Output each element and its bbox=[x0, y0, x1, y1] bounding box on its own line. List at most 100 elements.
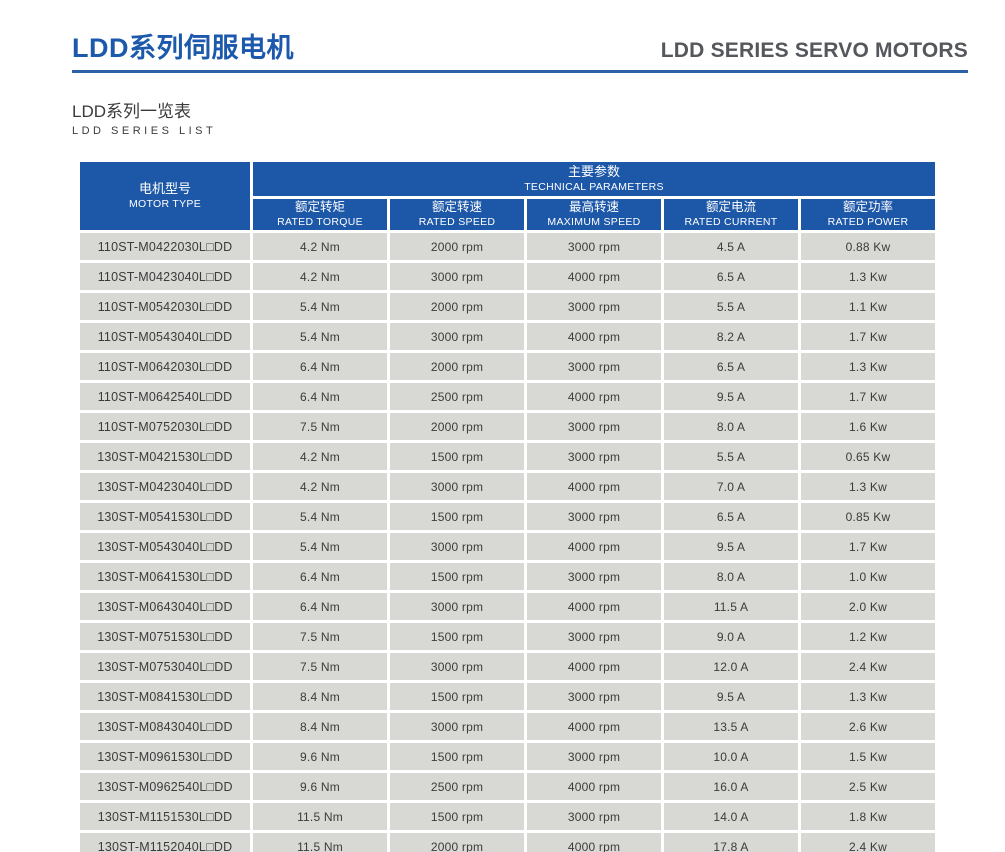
header-parameters-group: 主要参数 TECHNICAL PARAMETERS 额定转矩 RATED TOR… bbox=[253, 162, 935, 230]
table-row: 130ST-M0751530L□DD 7.5 Nm 1500 rpm 3000 rpm… bbox=[80, 623, 935, 650]
page-header: LDD系列伺服电机 LDD SERIES SERVO MOTORS bbox=[72, 26, 968, 73]
cell-rated-current: 11.5 A bbox=[664, 593, 798, 620]
cell-rated-torque: 4.2 Nm bbox=[253, 473, 387, 500]
cell-rated-torque: 8.4 Nm bbox=[253, 683, 387, 710]
cell-rated-speed: 1500 rpm bbox=[390, 503, 524, 530]
cell-rated-speed: 1500 rpm bbox=[390, 803, 524, 830]
page-title-cn: LDD系列伺服电机 bbox=[72, 33, 294, 63]
header-rated-torque-en: RATED TORQUE bbox=[277, 215, 363, 228]
cell-rated-power: 0.65 Kw bbox=[801, 443, 935, 470]
cell-rated-speed: 3000 rpm bbox=[390, 263, 524, 290]
header-rated-speed: 额定转速 RATED SPEED bbox=[390, 199, 524, 230]
cell-rated-power: 2.6 Kw bbox=[801, 713, 935, 740]
cell-rated-current: 8.0 A bbox=[664, 413, 798, 440]
table-row: 130ST-M1152040L□DD 11.5 Nm 2000 rpm 4000 rp… bbox=[80, 833, 935, 852]
header-rated-power-en: RATED POWER bbox=[827, 215, 909, 228]
table-body: 110ST-M0422030L□DD 4.2 Nm 2000 rpm 3000 rpm… bbox=[80, 233, 935, 852]
cell-rated-current: 6.5 A bbox=[664, 353, 798, 380]
cell-rated-current: 12.0 A bbox=[664, 653, 798, 680]
cell-maximum-speed: 3000 rpm bbox=[527, 413, 661, 440]
header-rated-torque: 额定转矩 RATED TORQUE bbox=[253, 199, 387, 230]
cell-rated-torque: 11.5 Nm bbox=[253, 803, 387, 830]
table-row: 110ST-M0642540L□DD 6.4 Nm 2500 rpm 4000 rpm… bbox=[80, 383, 935, 410]
cell-rated-speed: 1500 rpm bbox=[390, 743, 524, 770]
header-technical-parameters-en: TECHNICAL PARAMETERS bbox=[524, 180, 664, 193]
header-rated-power-cn: 额定功率 bbox=[842, 200, 893, 215]
cell-rated-torque: 6.4 Nm bbox=[253, 593, 387, 620]
cell-rated-power: 2.4 Kw bbox=[801, 833, 935, 852]
cell-rated-torque: 4.2 Nm bbox=[253, 443, 387, 470]
cell-rated-current: 17.8 A bbox=[664, 833, 798, 852]
cell-rated-current: 9.5 A bbox=[664, 383, 798, 410]
header-motor-type: 电机型号 MOTOR TYPE bbox=[80, 162, 250, 230]
table-header: 电机型号 MOTOR TYPE 主要参数 TECHNICAL PARAMETER… bbox=[80, 162, 935, 230]
table-row: 130ST-M0421530L□DD 4.2 Nm 1500 rpm 3000 rpm… bbox=[80, 443, 935, 470]
table-row: 130ST-M0541530L□DD 5.4 Nm 1500 rpm 3000 rpm… bbox=[80, 503, 935, 530]
cell-motor-type: 130ST-M0423040L□DD bbox=[80, 473, 250, 500]
page-title-en: LDD SERIES SERVO MOTORS bbox=[660, 39, 968, 62]
cell-rated-speed: 2000 rpm bbox=[390, 293, 524, 320]
cell-maximum-speed: 3000 rpm bbox=[527, 683, 661, 710]
cell-maximum-speed: 4000 rpm bbox=[527, 383, 661, 410]
cell-rated-torque: 4.2 Nm bbox=[253, 233, 387, 260]
cell-motor-type: 110ST-M0642030L□DD bbox=[80, 353, 250, 380]
cell-rated-torque: 5.4 Nm bbox=[253, 323, 387, 350]
cell-rated-torque: 4.2 Nm bbox=[253, 263, 387, 290]
table-row: 130ST-M0961530L□DD 9.6 Nm 1500 rpm 3000 rpm… bbox=[80, 743, 935, 770]
cell-maximum-speed: 4000 rpm bbox=[527, 713, 661, 740]
cell-maximum-speed: 4000 rpm bbox=[527, 533, 661, 560]
cell-motor-type: 110ST-M0543040L□DD bbox=[80, 323, 250, 350]
cell-rated-torque: 8.4 Nm bbox=[253, 713, 387, 740]
table-row: 130ST-M0543040L□DD 5.4 Nm 3000 rpm 4000 rpm… bbox=[80, 533, 935, 560]
cell-rated-torque: 9.6 Nm bbox=[253, 743, 387, 770]
cell-maximum-speed: 4000 rpm bbox=[527, 323, 661, 350]
cell-rated-power: 1.7 Kw bbox=[801, 323, 935, 350]
cell-maximum-speed: 4000 rpm bbox=[527, 773, 661, 800]
cell-rated-torque: 7.5 Nm bbox=[253, 653, 387, 680]
cell-maximum-speed: 3000 rpm bbox=[527, 803, 661, 830]
cell-rated-current: 9.5 A bbox=[664, 683, 798, 710]
cell-motor-type: 130ST-M0961530L□DD bbox=[80, 743, 250, 770]
cell-motor-type: 130ST-M0543040L□DD bbox=[80, 533, 250, 560]
table-row: 110ST-M0752030L□DD 7.5 Nm 2000 rpm 3000 rpm… bbox=[80, 413, 935, 440]
table-row: 130ST-M0962540L□DD 9.6 Nm 2500 rpm 4000 rpm… bbox=[80, 773, 935, 800]
cell-motor-type: 130ST-M1151530L□DD bbox=[80, 803, 250, 830]
cell-rated-speed: 3000 rpm bbox=[390, 713, 524, 740]
header-rated-current: 额定电流 RATED CURRENT bbox=[664, 199, 798, 230]
cell-rated-power: 0.88 Kw bbox=[801, 233, 935, 260]
section-subtitle: LDD系列一览表 LDD SERIES LIST bbox=[72, 97, 1005, 137]
cell-rated-current: 16.0 A bbox=[664, 773, 798, 800]
header-rated-speed-cn: 额定转速 bbox=[431, 200, 482, 215]
cell-rated-torque: 5.4 Nm bbox=[253, 293, 387, 320]
header-maximum-speed-cn: 最高转速 bbox=[568, 200, 619, 215]
cell-maximum-speed: 3000 rpm bbox=[527, 443, 661, 470]
table-row: 110ST-M0422030L□DD 4.2 Nm 2000 rpm 3000 rpm… bbox=[80, 233, 935, 260]
cell-rated-torque: 6.4 Nm bbox=[253, 383, 387, 410]
header-motor-type-cn: 电机型号 bbox=[138, 181, 191, 197]
cell-rated-current: 6.5 A bbox=[664, 263, 798, 290]
cell-maximum-speed: 4000 rpm bbox=[527, 653, 661, 680]
cell-motor-type: 130ST-M0843040L□DD bbox=[80, 713, 250, 740]
catalog-page: LDD系列伺服电机 LDD SERIES SERVO MOTORS LDD系列一… bbox=[0, 26, 1005, 852]
cell-rated-speed: 2000 rpm bbox=[390, 413, 524, 440]
cell-rated-torque: 11.5 Nm bbox=[253, 833, 387, 852]
cell-motor-type: 130ST-M0962540L□DD bbox=[80, 773, 250, 800]
cell-motor-type: 130ST-M0643040L□DD bbox=[80, 593, 250, 620]
cell-motor-type: 110ST-M0542030L□DD bbox=[80, 293, 250, 320]
cell-rated-power: 1.3 Kw bbox=[801, 473, 935, 500]
header-maximum-speed-en: MAXIMUM SPEED bbox=[547, 215, 641, 228]
header-technical-parameters-cn: 主要参数 bbox=[567, 164, 620, 180]
cell-rated-torque: 6.4 Nm bbox=[253, 353, 387, 380]
cell-rated-power: 1.6 Kw bbox=[801, 413, 935, 440]
cell-rated-power: 1.7 Kw bbox=[801, 533, 935, 560]
cell-rated-current: 5.5 A bbox=[664, 293, 798, 320]
header-rated-speed-en: RATED SPEED bbox=[418, 215, 496, 228]
cell-maximum-speed: 4000 rpm bbox=[527, 473, 661, 500]
cell-rated-power: 2.0 Kw bbox=[801, 593, 935, 620]
table-row: 110ST-M0542030L□DD 5.4 Nm 2000 rpm 3000 rpm… bbox=[80, 293, 935, 320]
table-row: 130ST-M0843040L□DD 8.4 Nm 3000 rpm 4000 rpm… bbox=[80, 713, 935, 740]
cell-rated-speed: 2500 rpm bbox=[390, 383, 524, 410]
table-row: 130ST-M0643040L□DD 6.4 Nm 3000 rpm 4000 rpm… bbox=[80, 593, 935, 620]
cell-rated-power: 0.85 Kw bbox=[801, 503, 935, 530]
cell-rated-speed: 3000 rpm bbox=[390, 593, 524, 620]
